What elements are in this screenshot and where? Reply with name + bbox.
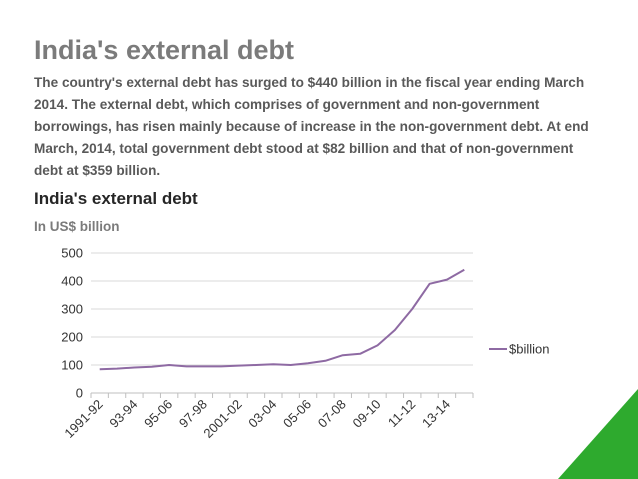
y-tick-label: 300: [61, 302, 83, 317]
x-tick-label: 95-06: [141, 397, 175, 431]
x-tick-label: 09-10: [350, 397, 384, 431]
intro-paragraph: The country's external debt has surged t…: [34, 75, 589, 178]
y-tick-label: 500: [61, 246, 83, 261]
x-tick-label: 05-06: [280, 397, 314, 431]
x-tick-label: 07-08: [315, 397, 349, 431]
x-tick-label: 11-12: [385, 397, 418, 430]
series-line: [99, 268, 465, 371]
y-tick-label: 200: [61, 330, 83, 345]
page-title: India's external debt: [34, 35, 294, 65]
x-tick-label: 03-04: [245, 397, 279, 431]
legend-label: $billion: [509, 342, 549, 357]
chart-title: India's external debt: [34, 189, 198, 208]
x-tick-label: 2001-02: [200, 397, 244, 441]
green-corner-shape: [558, 389, 638, 479]
x-tick-label: 13-14: [419, 397, 453, 431]
x-tick-label: 1991-92: [61, 397, 105, 441]
chart-subtitle: In US$ billion: [34, 219, 120, 234]
y-tick-label: 0: [76, 386, 83, 401]
y-tick-label: 400: [61, 274, 83, 289]
x-tick-label: 93-94: [106, 397, 140, 431]
green-corner-decoration: [558, 389, 638, 479]
y-tick-label: 100: [61, 358, 83, 373]
